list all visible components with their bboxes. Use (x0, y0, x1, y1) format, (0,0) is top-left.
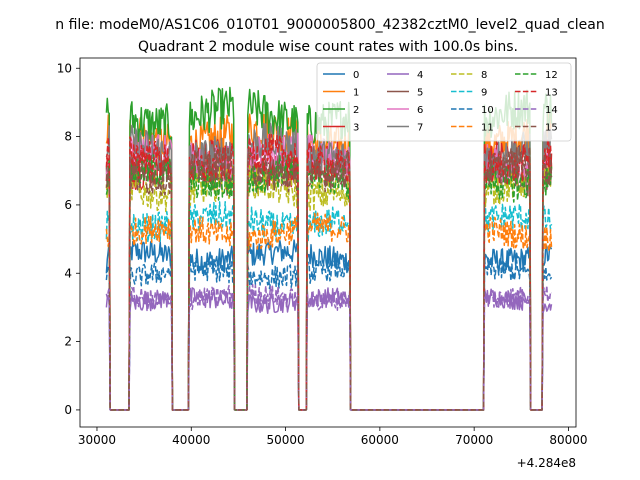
x-tick-label: 70000 (455, 433, 493, 447)
legend-label-11: 11 (481, 123, 494, 134)
legend-label-13: 13 (545, 88, 558, 99)
legend-label-6: 6 (417, 105, 423, 116)
series-line-11 (105, 212, 553, 411)
plot-lines (105, 86, 553, 411)
y-tick-label: 6 (64, 198, 72, 212)
legend-label-7: 7 (417, 123, 423, 134)
legend-label-15: 15 (545, 123, 558, 134)
y-axis: 0 2 4 6 8 10 (57, 61, 80, 417)
x-tick-label: 80000 (549, 433, 587, 447)
x-tick-label: 30000 (78, 433, 116, 447)
series-line-15 (105, 145, 553, 411)
axes-frame (79, 57, 577, 428)
legend-label-1: 1 (353, 88, 359, 99)
y-tick-label: 8 (64, 130, 72, 144)
legend-box (316, 62, 572, 142)
y-tick-label: 0 (64, 403, 72, 417)
x-tick-label: 40000 (172, 433, 210, 447)
y-tick-label: 2 (64, 335, 72, 349)
series-line-14 (105, 283, 552, 411)
figure-suptitle: n file: modeM0/AS1C06_010T01_9000005800_… (55, 17, 604, 33)
y-tick-label: 4 (64, 266, 72, 280)
legend-label-10: 10 (481, 105, 494, 116)
legend-label-4: 4 (417, 70, 423, 81)
legend-label-0: 0 (353, 70, 359, 81)
legend-label-12: 12 (545, 70, 558, 81)
x-axis: 30000 40000 50000 60000 70000 80000 (78, 427, 588, 447)
legend-label-5: 5 (417, 88, 423, 99)
legend-label-9: 9 (481, 88, 487, 99)
x-offset-text: +4.284e8 (517, 456, 576, 470)
x-tick-label: 50000 (266, 433, 304, 447)
legend-label-3: 3 (353, 123, 359, 134)
chart-title: Quadrant 2 module wise count rates with … (138, 39, 518, 55)
y-tick-label: 10 (57, 61, 72, 75)
x-tick-label: 60000 (361, 433, 399, 447)
legend-label-8: 8 (481, 70, 487, 81)
legend-label-2: 2 (353, 105, 359, 116)
legend-label-14: 14 (545, 105, 558, 116)
